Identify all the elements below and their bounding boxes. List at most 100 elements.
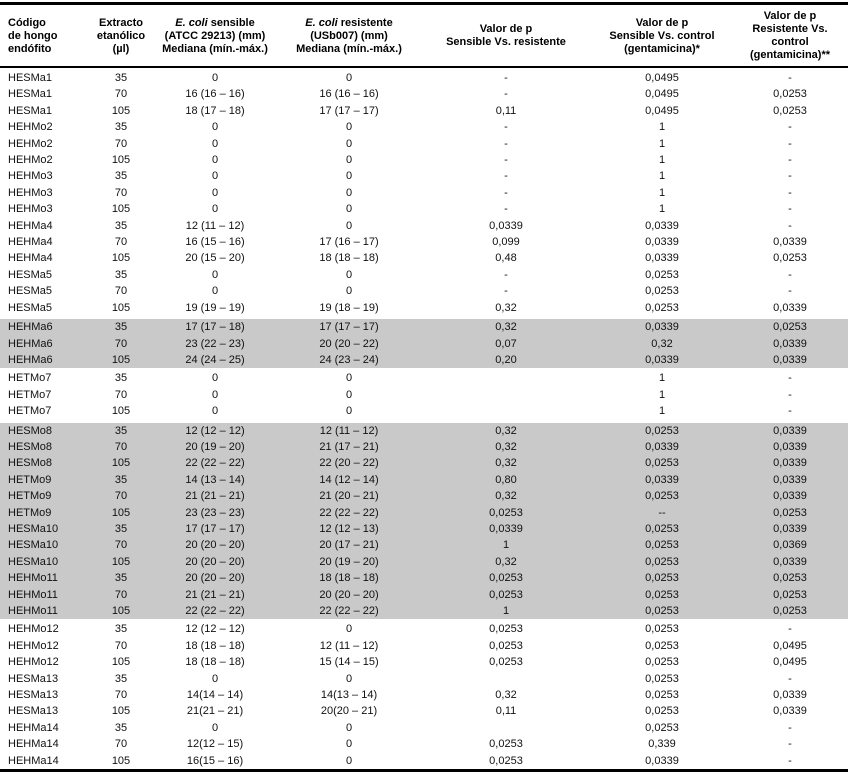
cell-p-sensible-vs-control: 0,0253 — [645, 705, 679, 718]
cell-p-sensible-vs-control: 1 — [658, 121, 666, 134]
cell-codigo-hongo: HEHMo2 — [8, 137, 53, 150]
cell-p-sensible-vs-resistente: 0,32 — [495, 301, 517, 314]
cell-codigo-hongo: HETMo7 — [8, 388, 52, 401]
cell-ecoli-sensible: 20 (20 – 20) — [152, 553, 278, 571]
table-row: HEHMa4 70 16 (15 – 16) 17 (16 – 17) 0,099 0,0… — [0, 234, 848, 250]
cell-ecoli-resistente: 22 (22 – 22) — [278, 603, 420, 622]
cell-p-sensible-vs-resistente — [420, 387, 592, 403]
cell-p-sensible-vs-control: 0,0339 — [645, 236, 679, 249]
cell-ecoli-resistente: 0 — [345, 388, 353, 401]
cell-extracto-etanolico: 70 — [114, 285, 128, 298]
cell-p-resistente-vs-control: 0,0253 — [773, 88, 807, 101]
header-line: Extracto — [98, 16, 144, 29]
cell-extracto-etanolico: 70 — [114, 738, 128, 751]
cell-ecoli-sensible: 23 (23 – 23) — [152, 504, 278, 521]
cell-codigo-hongo: HEHMa6 — [0, 316, 90, 336]
cell-p-resistente-vs-control: 0,0495 — [773, 656, 807, 669]
cell-p-sensible-vs-control: 0,0495 — [645, 72, 679, 84]
cell-ecoli-sensible: 14(14 – 14) — [186, 689, 244, 702]
cell-ecoli-sensible: 0 — [211, 121, 219, 134]
cell-extracto-etanolico: 105 — [111, 203, 131, 216]
cell-extracto-etanolico: 35 — [114, 219, 128, 232]
cell-p-resistente-vs-control: - — [788, 186, 792, 199]
cell-extracto-etanolico: 105 — [90, 351, 152, 371]
cell-p-sensible-vs-resistente: 0,32 — [420, 455, 592, 472]
cell-ecoli-sensible: 18 (18 – 18) — [185, 639, 245, 652]
header-line: (gentamicina)** — [749, 49, 831, 61]
table-row: HEHMa14 70 12(12 – 15) 0 0,0253 0,339 - — [0, 736, 848, 752]
cell-ecoli-resistente: 18 (18 – 18) — [278, 570, 420, 587]
cell-ecoli-resistente: 20 (20 – 22) — [278, 335, 420, 352]
cell-p-resistente-vs-control: - — [788, 721, 792, 734]
cell-p-sensible-vs-resistente: - — [504, 121, 508, 134]
cell-p-resistente-vs-control: - — [788, 72, 792, 84]
table-row: HEHMa6 70 23 (22 – 23) 20 (20 – 22) 0,07 0,32… — [0, 335, 848, 352]
cell-codigo-hongo: HESMa1 — [8, 88, 53, 101]
cell-ecoli-sensible: 14 (13 – 14) — [152, 471, 278, 489]
header-line: (gentamicina)* — [624, 42, 700, 55]
col-header-ecoli-sensible: E. coli sensible (ATCC 29213) (mm) Media… — [152, 3, 278, 68]
cell-codigo-hongo: HEHMa4 — [8, 219, 53, 232]
cell-extracto-etanolico: 70 — [114, 88, 128, 101]
cell-ecoli-sensible: 0 — [211, 72, 219, 84]
cell-p-sensible-vs-control: 0,0253 — [592, 488, 732, 505]
table-row: HESMa13 105 21(21 – 21) 20(20 – 21) 0,11 0,02… — [0, 703, 848, 719]
cell-p-sensible-vs-control: 0,339 — [648, 738, 676, 751]
table-row: HEHMo2 105 0 0 - 1 - — [0, 152, 848, 168]
table-row: HETMo7 35 0 0 1 - — [0, 369, 848, 386]
cell-extracto-etanolico: 105 — [90, 553, 152, 571]
cell-p-sensible-vs-resistente: - — [504, 88, 508, 101]
cell-p-sensible-vs-control: 0,0253 — [645, 623, 679, 636]
cell-ecoli-resistente: 14(13 – 14) — [320, 689, 378, 702]
header-line: endófito — [8, 42, 52, 55]
header-line: Sensible Vs. control — [609, 29, 715, 42]
cell-ecoli-sensible: 0 — [211, 721, 219, 734]
cell-ecoli-resistente: 17 (16 – 17) — [319, 236, 379, 249]
cell-p-sensible-vs-resistente: 0,11 — [495, 104, 517, 117]
cell-p-sensible-vs-resistente: 0,32 — [420, 438, 592, 456]
table-row: HETMo9 35 14 (13 – 14) 14 (12 – 14) 0,80 0,03… — [0, 471, 848, 489]
cell-ecoli-sensible: 18 (18 – 18) — [185, 656, 245, 669]
cell-p-resistente-vs-control: 0,0253 — [732, 586, 848, 603]
cell-p-sensible-vs-control: 0,0253 — [645, 285, 679, 298]
cell-ecoli-resistente: 20 (17 – 21) — [278, 537, 420, 554]
cell-ecoli-resistente: 0 — [345, 268, 353, 281]
cell-codigo-hongo: HEHMa4 — [8, 236, 53, 249]
cell-ecoli-resistente: 22 (22 – 22) — [278, 504, 420, 521]
cell-p-sensible-vs-resistente: 0,48 — [495, 252, 517, 265]
cell-p-resistente-vs-control: 0,0339 — [732, 438, 848, 456]
cell-p-sensible-vs-resistente: 0,20 — [420, 351, 592, 371]
cell-extracto-etanolico: 70 — [114, 639, 128, 652]
species-name-italic: E. coli — [175, 16, 208, 29]
cell-codigo-hongo: HEHMo3 — [8, 203, 53, 216]
cell-p-sensible-vs-resistente — [420, 720, 592, 736]
cell-ecoli-resistente: 20 (20 – 20) — [278, 586, 420, 603]
cell-extracto-etanolico: 35 — [90, 419, 152, 439]
cell-p-sensible-vs-control: 0,0253 — [592, 520, 732, 538]
cell-ecoli-resistente: 0 — [345, 72, 353, 84]
cell-codigo-hongo: HESMa5 — [8, 285, 53, 298]
cell-codigo-hongo: HESMa13 — [8, 672, 59, 685]
cell-p-resistente-vs-control: 0,0339 — [773, 236, 807, 249]
cell-extracto-etanolico: 35 — [114, 121, 128, 134]
cell-ecoli-resistente: 0 — [345, 186, 353, 199]
cell-extracto-etanolico: 35 — [90, 520, 152, 538]
cell-codigo-hongo: HEHMa4 — [8, 252, 53, 265]
cell-ecoli-resistente: 18 (18 – 18) — [319, 252, 379, 265]
cell-extracto-etanolico: 70 — [90, 335, 152, 352]
table-row: HESMa10 70 20 (20 – 20) 20 (17 – 21) 1 0,0253… — [0, 537, 848, 554]
cell-extracto-etanolico: 105 — [111, 754, 131, 767]
header-line-rest: resistente — [337, 16, 393, 29]
cell-p-sensible-vs-control: 1 — [658, 154, 666, 167]
cell-p-sensible-vs-control: 0,0253 — [645, 639, 679, 652]
cell-p-sensible-vs-resistente: 0,0253 — [420, 504, 592, 521]
cell-p-sensible-vs-resistente: 0,0253 — [420, 570, 592, 587]
header-line: E. coli sensible — [154, 17, 276, 30]
cell-p-resistente-vs-control: - — [788, 121, 792, 134]
cell-p-sensible-vs-control: 0,0253 — [592, 570, 732, 587]
cell-codigo-hongo: HEHMa14 — [8, 721, 59, 734]
header-line: Valor de p — [635, 16, 689, 29]
cell-p-sensible-vs-control: 0,0339 — [645, 754, 679, 767]
table-row: HEHMo12 70 18 (18 – 18) 12 (11 – 12) 0,0253 0… — [0, 638, 848, 654]
